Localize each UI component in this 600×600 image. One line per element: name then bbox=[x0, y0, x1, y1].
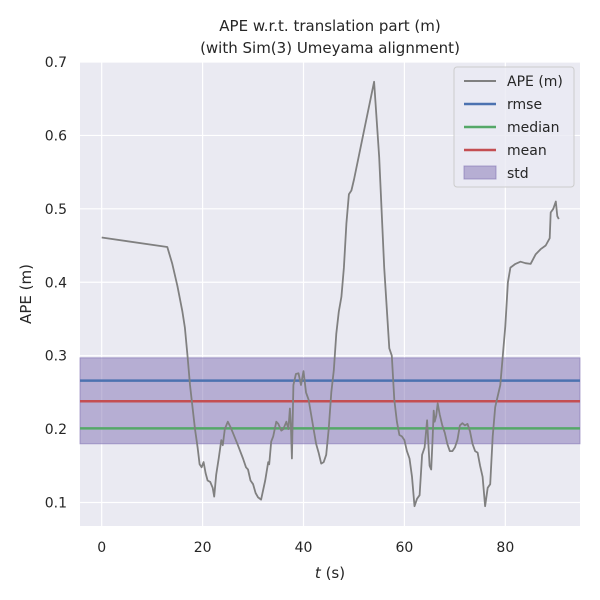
x-tick-label: 0 bbox=[97, 540, 106, 556]
legend-label-ape: APE (m) bbox=[507, 74, 563, 90]
legend-swatch-std bbox=[463, 165, 497, 180]
y-axis-label: APE (m) bbox=[17, 264, 35, 324]
y-tick-label: 0.2 bbox=[45, 422, 67, 438]
y-tick-labels: 0.1 0.2 0.3 0.4 0.5 0.6 0.7 bbox=[45, 55, 67, 512]
legend-label-rmse: rmse bbox=[507, 97, 542, 113]
x-tick-label: 80 bbox=[496, 540, 514, 556]
x-axis-label: t (s) bbox=[315, 564, 345, 582]
legend-box bbox=[453, 66, 575, 188]
legend: APE (m) rmse median mean std bbox=[453, 66, 575, 188]
x-axis-label-unit: (s) bbox=[321, 564, 345, 582]
y-tick-label: 0.4 bbox=[45, 275, 67, 291]
y-tick-label: 0.7 bbox=[45, 55, 67, 71]
legend-label-median: median bbox=[507, 120, 559, 136]
y-tick-label: 0.3 bbox=[45, 349, 67, 365]
y-tick-label: 0.5 bbox=[45, 202, 67, 218]
x-tick-label: 40 bbox=[295, 540, 313, 556]
y-tick-label: 0.6 bbox=[45, 128, 67, 144]
x-tick-labels: 0 20 40 60 80 bbox=[97, 540, 514, 556]
legend-label-std: std bbox=[507, 166, 529, 182]
x-tick-label: 60 bbox=[396, 540, 414, 556]
ape-series-line bbox=[101, 80, 560, 508]
x-axis-label-t: t bbox=[315, 564, 322, 582]
y-tick-label: 0.1 bbox=[45, 496, 67, 512]
chart-title-line1: APE w.r.t. translation part (m) bbox=[219, 17, 440, 35]
x-tick-label: 20 bbox=[194, 540, 212, 556]
chart-title-line2: (with Sim(3) Umeyama alignment) bbox=[200, 39, 460, 57]
legend-label-mean: mean bbox=[507, 143, 547, 159]
